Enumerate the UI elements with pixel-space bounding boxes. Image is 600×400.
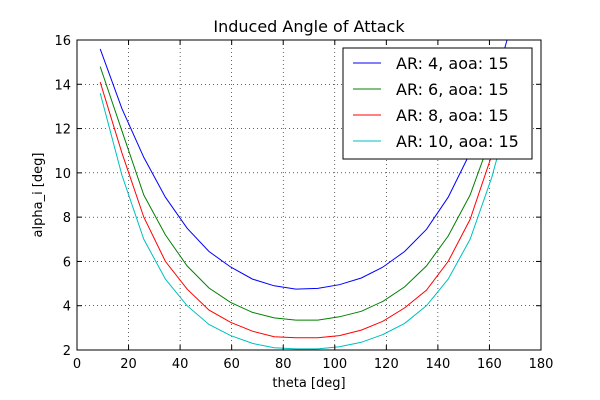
- x-axis-label: theta [deg]: [272, 376, 345, 391]
- y-tick-label: 10: [54, 167, 71, 182]
- x-tick-label: 180: [529, 357, 554, 372]
- legend-label: AR: 6, aoa: 15: [396, 80, 509, 99]
- grid-lines: [77, 40, 541, 350]
- axis-ticks: 0 20 40 60 80 100 120 140 160 180 2 4 6 8 10 12 14 16: [54, 34, 553, 372]
- legend-label: AR: 4, aoa: 15: [396, 54, 509, 73]
- x-tick-label: 120: [374, 357, 399, 372]
- x-tick-label: 80: [275, 357, 292, 372]
- chart-title: Induced Angle of Attack: [213, 17, 405, 36]
- x-tick-label: 40: [172, 357, 189, 372]
- series-lines: [99, 40, 514, 350]
- series-line: [99, 57, 514, 321]
- y-tick-label: 8: [63, 211, 71, 226]
- x-tick-label: 0: [73, 357, 81, 372]
- legend-label: AR: 8, aoa: 15: [396, 106, 509, 125]
- x-tick-label: 60: [223, 357, 240, 372]
- series-line: [99, 75, 514, 339]
- legend: AR: 4, aoa: 15 AR: 6, aoa: 15 AR: 8, aoa: …: [342, 47, 533, 160]
- legend-box: [342, 47, 533, 160]
- y-axis-label: alpha_i [deg]: [31, 153, 46, 238]
- y-tick-label: 6: [63, 255, 71, 270]
- series-line: [99, 40, 508, 290]
- x-tick-label: 100: [322, 357, 347, 372]
- plot-frame: [76, 39, 542, 351]
- legend-label: AR: 10, aoa: 15: [396, 132, 519, 151]
- x-tick-label: 20: [120, 357, 137, 372]
- y-tick-label: 2: [63, 344, 71, 359]
- y-tick-label: 16: [54, 34, 71, 49]
- y-tick-label: 14: [54, 78, 71, 93]
- series-line: [99, 92, 514, 350]
- x-tick-label: 140: [425, 357, 450, 372]
- y-tick-label: 4: [63, 300, 71, 315]
- x-tick-label: 160: [477, 357, 502, 372]
- y-tick-label: 12: [54, 123, 71, 138]
